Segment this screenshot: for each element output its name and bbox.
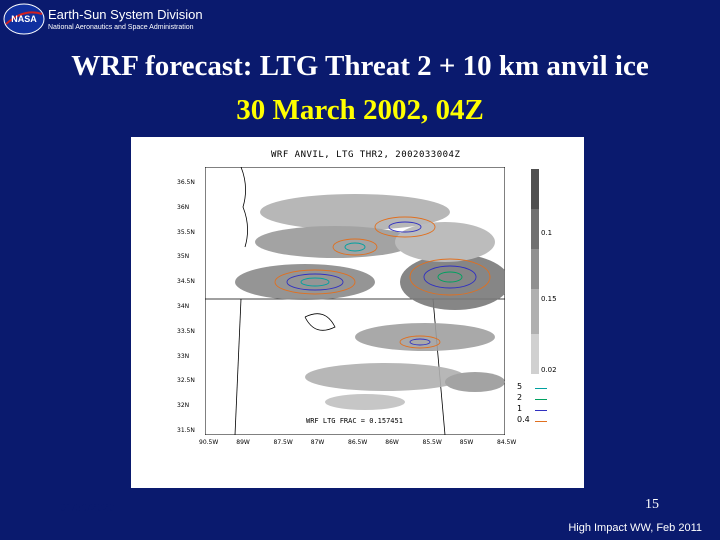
org-subtitle: National Aeronautics and Space Administr… bbox=[48, 24, 194, 31]
x-tick-label: 86.5W bbox=[348, 439, 368, 446]
slide-date: 30 March 2002, 04Z bbox=[236, 94, 484, 126]
y-tick-label: 33N bbox=[177, 352, 190, 360]
colorbar-label: 0.02 bbox=[541, 366, 557, 374]
legend-swatch bbox=[535, 410, 547, 411]
y-tick-label: 32N bbox=[177, 402, 190, 410]
y-tick-label: 36.5N bbox=[177, 179, 195, 186]
colorbar-label: 0.1 bbox=[541, 229, 553, 237]
svg-text:NASA: NASA bbox=[11, 14, 37, 24]
ltg-frac-label: WRF LTG FRAC = 0.157451 bbox=[306, 417, 403, 425]
legend-swatch bbox=[535, 388, 547, 389]
legend-label: 5 bbox=[517, 382, 523, 391]
y-tick-label: 32.5N bbox=[177, 377, 195, 385]
forecast-figure: WRF ANVIL, LTG THR2, 2002033004Z bbox=[131, 137, 584, 488]
colorbar-label: 0.15 bbox=[541, 295, 557, 303]
x-tick-label: 87W bbox=[310, 439, 325, 446]
footer-note: High Impact WW, Feb 2011 bbox=[568, 522, 702, 534]
legend-label: 2 bbox=[517, 393, 523, 402]
x-tick-label: 85.5W bbox=[422, 439, 442, 446]
x-tick-label: 84.5W bbox=[497, 439, 517, 446]
legend-label: 1 bbox=[517, 404, 523, 413]
page-number: 15 bbox=[645, 497, 659, 512]
slide-title: WRF forecast: LTG Threat 2 + 10 km anvil… bbox=[71, 50, 649, 82]
x-tick-label: 90.5W bbox=[199, 439, 219, 446]
y-tick-label: 35N bbox=[177, 253, 190, 261]
x-tick-label: 89W bbox=[236, 439, 250, 446]
colorbar bbox=[531, 169, 539, 374]
y-tick-label: 31.5N bbox=[177, 427, 195, 434]
x-tick-label: 85W bbox=[459, 439, 474, 446]
x-tick-label: 87.5W bbox=[273, 439, 293, 446]
forecast-map bbox=[205, 167, 505, 435]
figure-title: WRF ANVIL, LTG THR2, 2002033004Z bbox=[271, 150, 461, 160]
y-tick-label: 34.5N bbox=[177, 278, 195, 286]
org-title: Earth-Sun System Division bbox=[48, 7, 203, 22]
y-tick-label: 34N bbox=[177, 303, 190, 310]
y-tick-label: 36N bbox=[177, 203, 190, 211]
legend-label: 0.4 bbox=[517, 415, 530, 424]
nasa-logo: NASA bbox=[2, 2, 46, 36]
legend-swatch bbox=[535, 421, 547, 422]
footer-date: 01/30/2020 bbox=[60, 500, 115, 514]
legend-swatch bbox=[535, 399, 547, 400]
x-tick-label: 86W bbox=[385, 439, 399, 446]
y-tick-label: 35.5N bbox=[177, 228, 195, 236]
y-tick-label: 33.5N bbox=[177, 327, 195, 335]
